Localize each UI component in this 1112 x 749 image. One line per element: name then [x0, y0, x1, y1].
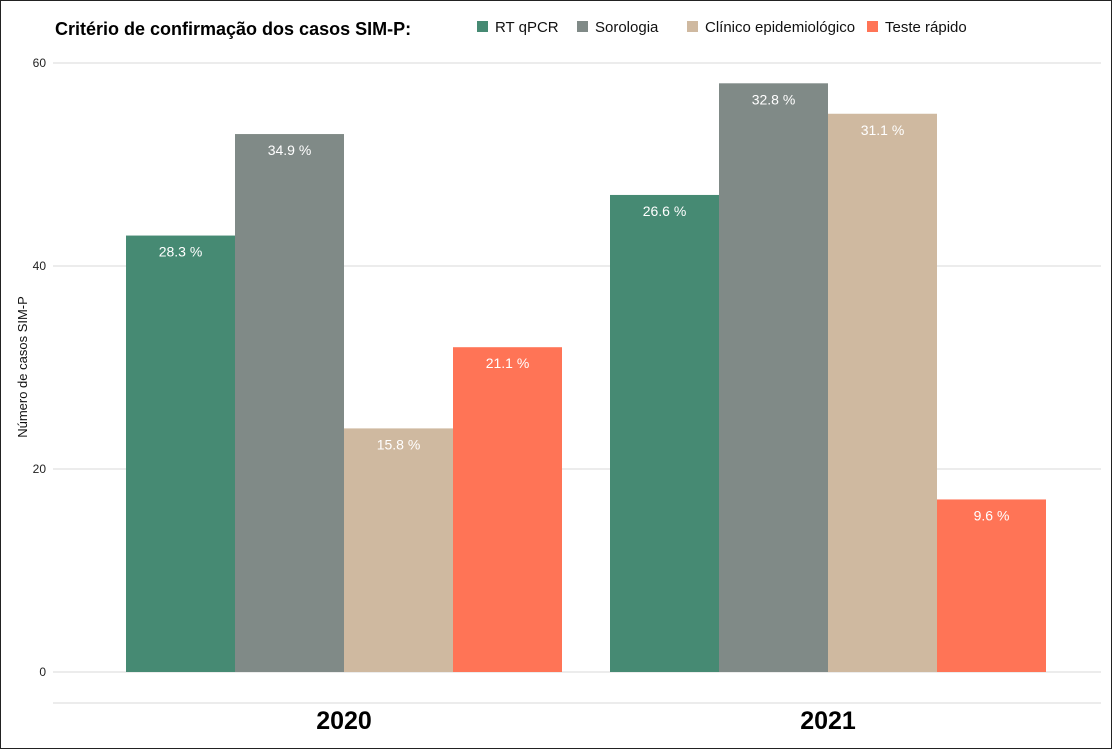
x-tick-label: 2021 — [800, 707, 856, 735]
x-tick-label: 2020 — [316, 707, 372, 735]
legend-swatch — [687, 21, 698, 32]
legend-item-label: Teste rápido — [885, 19, 967, 36]
bar — [828, 113, 937, 672]
y-tick-label: 60 — [33, 56, 47, 70]
bar — [235, 134, 344, 673]
y-axis: 0 20 40 60 Número de casos SIM-P — [15, 56, 46, 679]
legend-item-label: Sorologia — [595, 19, 659, 36]
legend: Critério de confirmação dos casos SIM-P:… — [55, 19, 967, 39]
bar-value-label: 26.6 % — [643, 203, 687, 219]
bar-value-label: 28.3 % — [159, 244, 203, 260]
bar — [610, 194, 719, 672]
y-tick-label: 40 — [33, 259, 47, 273]
bar-labels: 28.3 % 34.9 % 15.8 % 21.1 % 26.6 % 32.8 % 31.1… — [159, 91, 1010, 523]
bar — [126, 235, 235, 673]
legend-item-label: Clínico epidemiológico — [705, 19, 855, 36]
y-tick-label: 20 — [33, 462, 47, 476]
legend-item-label: RT qPCR — [495, 19, 559, 36]
bar-value-label: 21.1 % — [486, 355, 530, 371]
bar — [719, 83, 828, 673]
legend-swatch — [477, 21, 488, 32]
bar — [937, 499, 1046, 672]
y-axis-title: Número de casos SIM-P — [15, 296, 30, 438]
bar-value-label: 34.9 % — [268, 142, 312, 158]
y-tick-label: 0 — [39, 665, 46, 679]
bar — [344, 428, 453, 672]
bar — [453, 347, 562, 672]
bar-value-label: 32.8 % — [752, 91, 796, 107]
legend-swatch — [867, 21, 878, 32]
legend-swatch — [577, 21, 588, 32]
legend-title: Critério de confirmação dos casos SIM-P: — [55, 19, 411, 39]
x-axis: 2020 2021 — [316, 707, 856, 735]
bars — [126, 83, 1046, 673]
bar-value-label: 31.1 % — [861, 122, 905, 138]
bar-value-label: 15.8 % — [377, 436, 421, 452]
bar-value-label: 9.6 % — [974, 507, 1010, 523]
